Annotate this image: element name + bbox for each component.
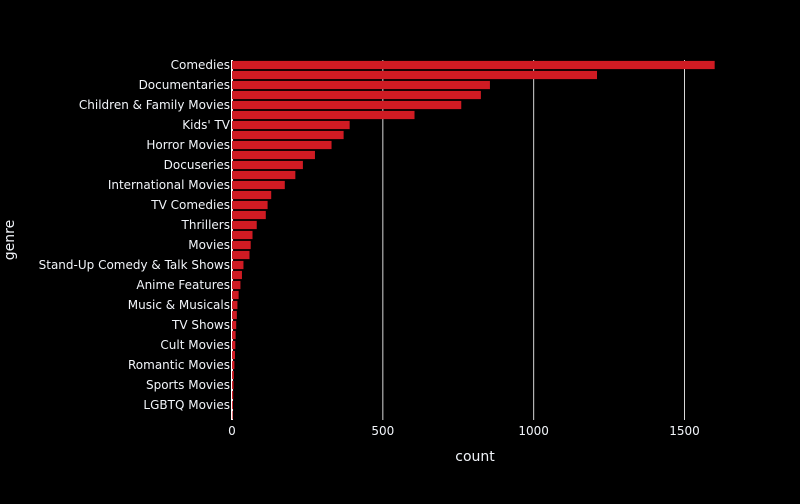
bar[interactable] [232,260,244,270]
bar[interactable] [232,150,315,160]
x-tick-label: 1500 [669,424,700,438]
bar[interactable] [232,210,266,220]
bar-layer [232,60,715,420]
y-tick-label: Docuseries [164,158,230,172]
bar[interactable] [232,310,237,320]
y-tick-label: Music & Musicals [128,298,230,312]
y-tick-label: TV Comedies [150,198,230,212]
y-axis-title: genre [2,220,18,260]
bar[interactable] [232,100,462,110]
y-tick-label: Romantic Movies [128,358,230,372]
bar[interactable] [232,200,268,210]
bar[interactable] [232,180,285,190]
bar[interactable] [232,290,239,300]
x-axis-title: count [455,449,495,465]
bar[interactable] [232,170,296,180]
bar[interactable] [232,110,415,120]
bar[interactable] [232,70,598,80]
y-tick-layer: Comedies Documentaries Children & Family M… [39,58,231,412]
bar[interactable] [232,380,234,390]
bar[interactable] [232,370,234,380]
bar[interactable] [232,80,490,90]
y-tick-label: Children & Family Movies [79,98,230,112]
bar[interactable] [232,120,350,130]
bar[interactable] [232,240,251,250]
bar[interactable] [232,140,332,150]
y-tick-label: Thrillers [181,218,230,232]
y-tick-label: TV Shows [171,318,230,332]
bar[interactable] [232,250,250,260]
bar[interactable] [232,340,236,350]
bar[interactable] [232,360,235,370]
bar[interactable] [232,320,237,330]
y-tick-label: Sports Movies [146,378,230,392]
bar[interactable] [232,160,303,170]
bar[interactable] [232,220,257,230]
bar[interactable] [232,330,236,340]
y-tick-label: Anime Features [136,278,230,292]
bar[interactable] [232,410,233,420]
bar[interactable] [232,270,242,280]
y-tick-label: Horror Movies [146,138,230,152]
bar[interactable] [232,60,715,70]
y-tick-label: Movies [188,238,230,252]
y-tick-label: Documentaries [139,78,230,92]
bar[interactable] [232,390,234,400]
y-tick-label: LGBTQ Movies [143,398,230,412]
x-tick-label: 500 [371,424,394,438]
y-tick-label: Kids' TV [182,118,231,132]
bar[interactable] [232,230,253,240]
bar[interactable] [232,130,344,140]
y-tick-label: Stand-Up Comedy & Talk Shows [39,258,230,272]
bar[interactable] [232,300,238,310]
bar[interactable] [232,400,233,410]
grid-layer [231,60,685,420]
x-tick-label: 0 [228,424,236,438]
y-tick-label: International Movies [108,178,230,192]
y-tick-label: Cult Movies [160,338,230,352]
bar[interactable] [232,190,272,200]
bar[interactable] [232,350,236,360]
y-tick-label: Comedies [171,58,230,72]
bar[interactable] [232,280,241,290]
x-tick-label: 1000 [518,424,549,438]
x-tick-layer: 0 500 1000 1500 [228,424,700,438]
bar[interactable] [232,90,481,100]
